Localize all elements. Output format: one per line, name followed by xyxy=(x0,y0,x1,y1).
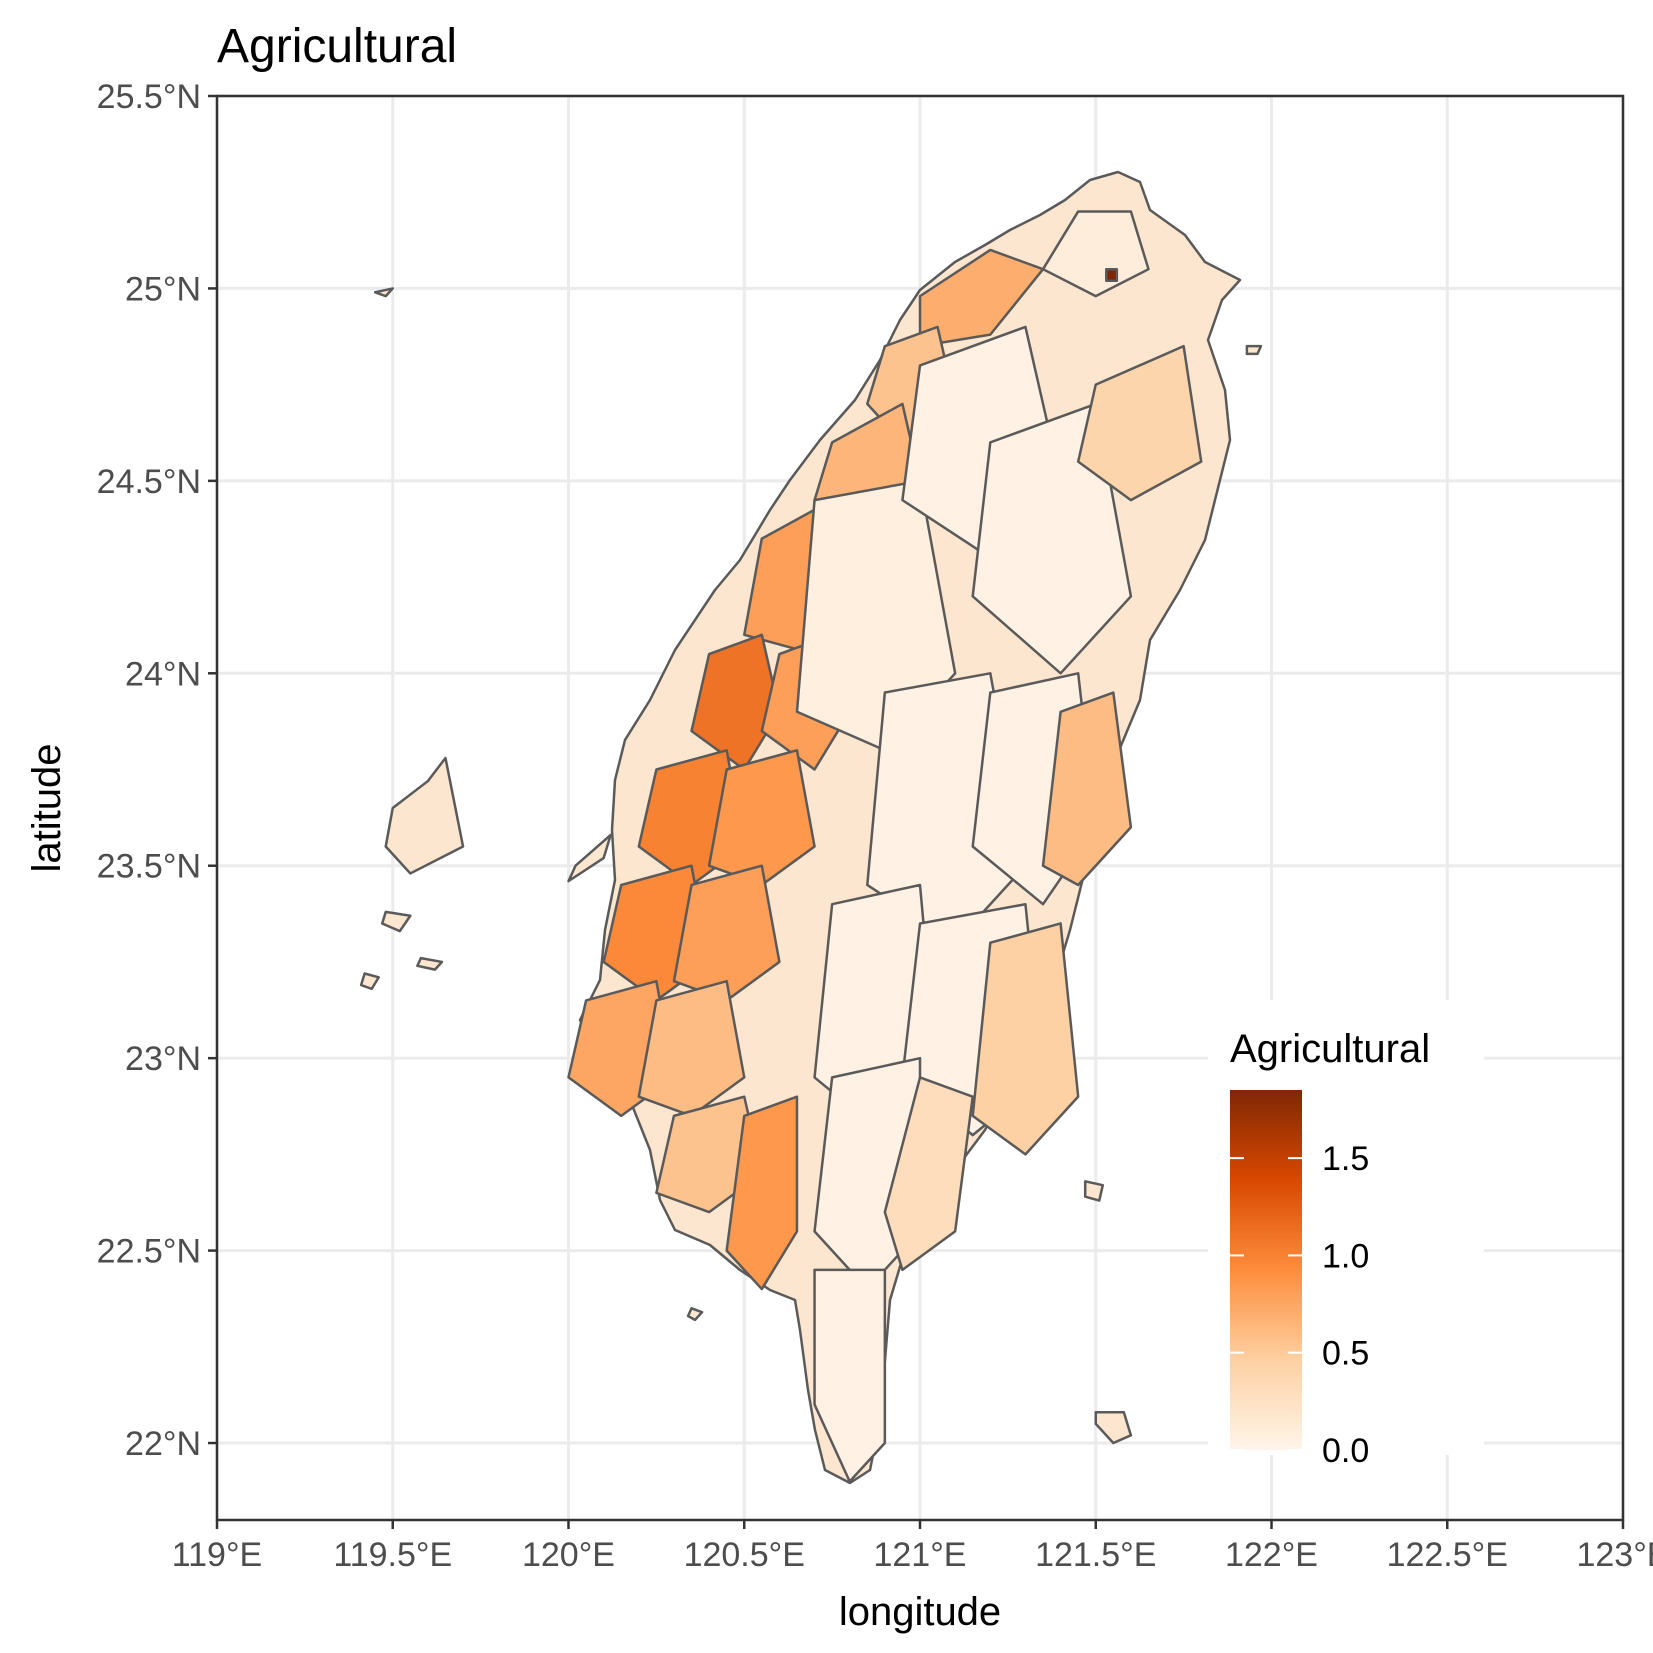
legend-title: Agricultural xyxy=(1230,1027,1430,1071)
x-tick-label: 119°E xyxy=(172,1536,262,1574)
legend-colorbar xyxy=(1230,1090,1302,1450)
legend-tick-label: 0.5 xyxy=(1322,1335,1369,1373)
plot-panel xyxy=(215,94,1625,1522)
island xyxy=(567,833,612,883)
island xyxy=(686,1307,704,1322)
y-tick-label: 22.5°N xyxy=(97,1233,201,1271)
x-tick-label: 122.5°E xyxy=(1387,1536,1508,1574)
y-tick-label: 24.5°N xyxy=(97,463,201,501)
district-region xyxy=(637,979,746,1118)
x-tick-label: 122°E xyxy=(1225,1536,1318,1574)
y-axis-ticks: 22°N 22.5°N 23°N 23.5°N 24°N 24.5°N 25°N 25.5°N xyxy=(97,78,217,1463)
island xyxy=(359,972,380,991)
island xyxy=(380,910,412,933)
x-axis-ticks: 119°E 119.5°E 120°E 120.5°E 121°E 121.5°E 122°… xyxy=(172,1520,1653,1574)
y-tick-label: 25°N xyxy=(125,270,201,308)
x-axis-title: longitude xyxy=(839,1590,1001,1634)
district-region xyxy=(813,1268,887,1483)
y-tick-label: 25.5°N xyxy=(97,78,201,116)
district-region xyxy=(725,1095,799,1291)
offshore-islands xyxy=(359,287,1263,1445)
island xyxy=(416,956,444,971)
district-region xyxy=(883,1076,974,1272)
legend: Agricultural 0.0 0.5 1.0 1.5 xyxy=(1208,1000,1484,1470)
legend-tick-label: 1.0 xyxy=(1322,1237,1369,1275)
y-tick-label: 24°N xyxy=(125,655,201,693)
x-tick-label: 120°E xyxy=(522,1536,615,1574)
island xyxy=(1094,1410,1133,1445)
district-region xyxy=(971,922,1080,1156)
district-regions xyxy=(567,210,1203,1483)
island xyxy=(1245,344,1263,356)
y-tick-label: 23°N xyxy=(125,1040,201,1078)
y-axis-title: latitude xyxy=(25,744,69,873)
x-tick-label: 121°E xyxy=(873,1536,966,1574)
legend-tick-label: 0.0 xyxy=(1322,1432,1369,1470)
y-tick-label: 23.5°N xyxy=(97,848,201,886)
district-region xyxy=(1105,267,1119,282)
district-region xyxy=(690,633,781,771)
x-tick-label: 120.5°E xyxy=(684,1536,805,1574)
plot-title: Agricultural xyxy=(217,20,457,73)
district-region xyxy=(1041,691,1133,887)
district-region xyxy=(1076,344,1203,502)
district-region xyxy=(672,864,781,1002)
y-tick-label: 22°N xyxy=(125,1425,201,1463)
island xyxy=(373,287,394,298)
x-tick-label: 123°E xyxy=(1576,1536,1653,1574)
legend-ticks: 0.0 0.5 1.0 1.5 xyxy=(1230,1140,1369,1470)
x-tick-label: 121.5°E xyxy=(1035,1536,1156,1574)
island xyxy=(384,756,465,875)
legend-tick-label: 1.5 xyxy=(1322,1140,1369,1178)
district-region xyxy=(1041,210,1150,298)
island xyxy=(1083,1180,1105,1202)
district-region xyxy=(707,749,816,887)
x-tick-label: 119.5°E xyxy=(333,1536,452,1574)
